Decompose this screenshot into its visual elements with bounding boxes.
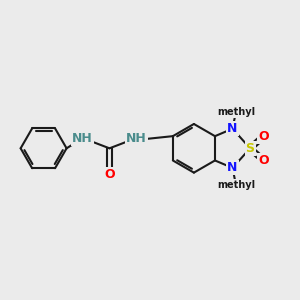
Text: O: O xyxy=(104,168,115,181)
Text: methyl: methyl xyxy=(217,180,255,190)
Text: O: O xyxy=(258,154,269,167)
Text: O: O xyxy=(258,130,269,143)
Text: N: N xyxy=(227,161,238,174)
Text: N: N xyxy=(227,122,238,135)
Text: S: S xyxy=(246,142,255,155)
Text: NH: NH xyxy=(126,132,147,145)
Text: methyl: methyl xyxy=(217,107,255,117)
Text: NH: NH xyxy=(72,132,93,145)
